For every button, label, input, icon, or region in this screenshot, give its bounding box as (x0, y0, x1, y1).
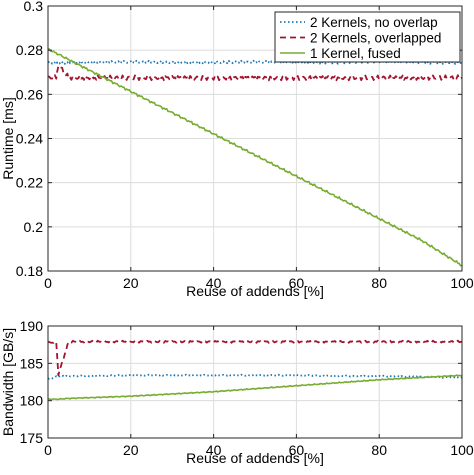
bandwidth-x-tick-label: 20 (123, 442, 139, 458)
runtime-y-axis-label: Runtime [ms] (0, 97, 16, 179)
runtime-x-tick-label: 20 (123, 275, 139, 291)
runtime-y-tick-label: 0.24 (16, 131, 43, 147)
legend-entry-overlapped: 2 Kernels, overlapped (280, 31, 441, 46)
runtime-chart: 0 20 40 60 80 100 0.18 0.2 0.22 0.24 0.26 0.28 0.3 R… (0, 0, 474, 299)
runtime-y-tick-label: 0.3 (24, 0, 44, 14)
bandwidth-x-tick-label: 100 (450, 442, 474, 458)
runtime-x-tick-label: 80 (371, 275, 387, 291)
runtime-x-tick-label: 100 (450, 275, 474, 291)
runtime-y-tick-label: 0.2 (24, 219, 44, 235)
runtime-series-1-kernel-fused (47, 48, 463, 267)
runtime-y-tick-label: 0.22 (16, 175, 43, 191)
bandwidth-x-tick-label: 60 (289, 442, 305, 458)
legend-label-overlapped: 2 Kernels, overlapped (310, 31, 441, 46)
runtime-x-tick-label: 0 (44, 275, 52, 291)
runtime-y-tick-label: 0.18 (16, 263, 43, 279)
legend-entry-fused: 1 Kernel, fused (280, 46, 401, 61)
bandwidth-plot-frame (47, 325, 463, 439)
bandwidth-y-tick-label: 175 (20, 430, 44, 446)
runtime-series-2-kernels-overlapped (47, 64, 463, 82)
runtime-x-tick-label: 40 (206, 275, 222, 291)
bandwidth-y-tick-label: 180 (20, 393, 44, 409)
runtime-x-tick-label: 60 (289, 275, 305, 291)
bandwidth-y-tick-label: 190 (20, 318, 44, 334)
legend-label-no-overlap: 2 Kernels, no overlap (310, 15, 438, 30)
bandwidth-x-tick-label: 40 (206, 442, 222, 458)
bandwidth-x-axis-label: Reuse of addends [%] (186, 450, 324, 466)
bandwidth-chart: 0 20 40 60 80 100 175 180 185 190 Reuse of addend… (0, 318, 474, 466)
legend: 2 Kernels, no overlap 2 Kernels, overlap… (274, 11, 461, 63)
bandwidth-series-1-kernel-fused (47, 374, 463, 401)
bandwidth-series-2-kernels-overlapped (47, 339, 463, 377)
runtime-y-tick-label: 0.26 (16, 86, 43, 102)
legend-entry-no-overlap: 2 Kernels, no overlap (280, 15, 438, 30)
legend-label-fused: 1 Kernel, fused (310, 46, 401, 61)
bandwidth-y-tick-label: 185 (20, 355, 44, 371)
legend-box (274, 11, 461, 63)
runtime-y-tick-label: 0.28 (16, 42, 43, 58)
bandwidth-x-tick-label: 0 (44, 442, 52, 458)
bandwidth-y-axis-label: Bandwidth [GB/s] (0, 328, 16, 436)
runtime-series-2-kernels-no-overlap (47, 59, 463, 65)
runtime-x-axis-label: Reuse of addends [%] (186, 283, 324, 299)
bandwidth-x-tick-label: 80 (371, 442, 387, 458)
